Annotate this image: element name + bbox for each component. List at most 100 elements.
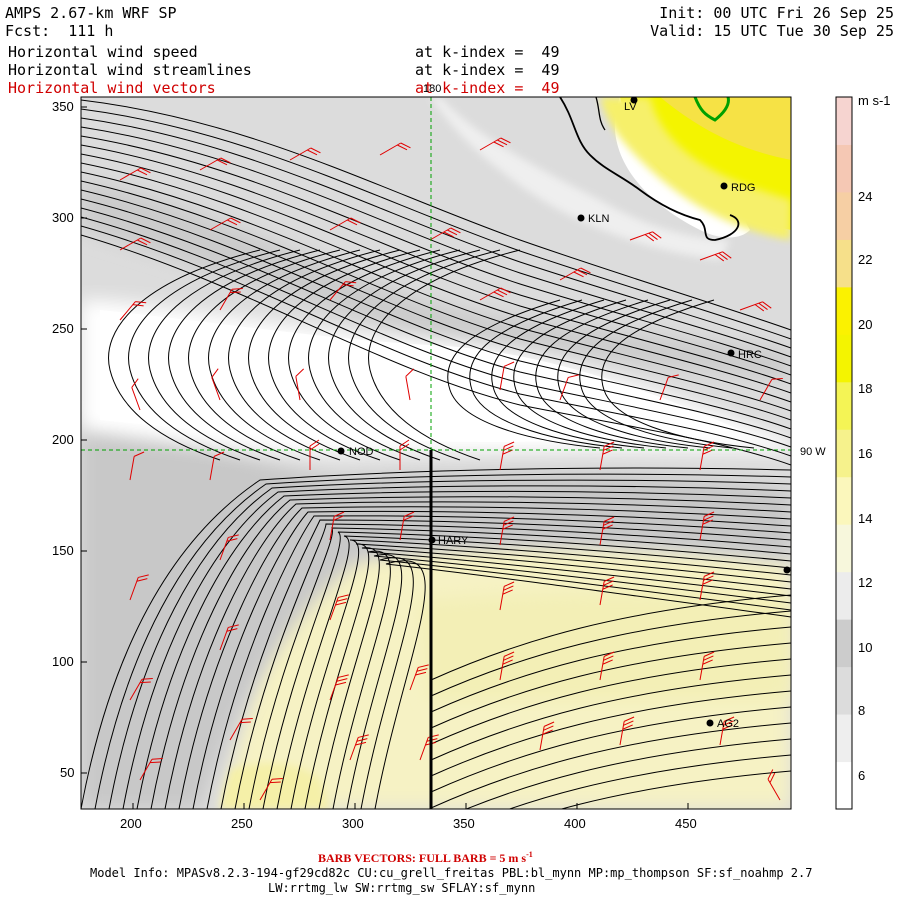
station-ag2: AG2 <box>706 718 739 730</box>
streamline <box>234 523 791 809</box>
streamline <box>248 527 791 809</box>
wind-barb <box>329 281 357 301</box>
wind-barb <box>309 439 320 470</box>
wind-barb <box>219 624 239 651</box>
streamline <box>491 299 645 449</box>
streamline <box>288 249 441 461</box>
streamline <box>81 189 791 421</box>
streamline <box>332 550 791 809</box>
wind-barb <box>659 374 679 401</box>
wind-barb <box>559 267 591 281</box>
streamline <box>206 515 791 809</box>
coastline <box>559 97 740 241</box>
wind-barb <box>479 287 511 301</box>
streamline <box>557 299 711 449</box>
streamline <box>178 506 791 809</box>
streamline <box>308 249 461 461</box>
colorbar-swatch <box>836 381 852 430</box>
streamline <box>81 171 791 403</box>
y-tick-50: 50 <box>60 765 75 780</box>
wind-barb <box>699 651 715 681</box>
station-hary: HARY <box>428 535 469 547</box>
colorbar-swatch <box>836 191 852 240</box>
wind-barb <box>499 581 515 611</box>
colorbar-swatch <box>836 476 852 525</box>
station-lv: LV <box>624 96 638 113</box>
streamline <box>447 299 601 449</box>
forecast-hour: Fcst: 111 h <box>5 22 114 40</box>
streamline <box>81 162 791 394</box>
stations: LV RDG KLN HRC NOD HARY AG2 <box>337 96 791 730</box>
colorbar-swatch <box>836 97 852 145</box>
field-level-vectors: at k-index = 49 <box>415 79 560 97</box>
streamline <box>122 485 791 809</box>
wind-barb <box>419 734 439 761</box>
x-tick-250: 250 <box>231 816 253 831</box>
streamline <box>81 144 791 376</box>
colorbar <box>836 97 852 810</box>
wind-barb <box>349 734 369 761</box>
wind-streamlines <box>81 99 791 809</box>
wind-barb <box>129 451 145 481</box>
streamline <box>430 674 791 761</box>
wind-barb <box>329 594 349 621</box>
x-tick-200: 200 <box>120 816 142 831</box>
wind-barb <box>329 674 349 701</box>
wind-barb <box>219 534 239 561</box>
streamline <box>94 473 791 809</box>
streamline <box>81 153 791 385</box>
model-info-line1: Model Info: MPASv8.2.3-194-gf29cd82c CU:… <box>90 866 813 880</box>
colorbar-units: m s-1 <box>858 93 891 108</box>
streamline <box>430 722 791 809</box>
streamline <box>81 225 791 457</box>
wind-barb <box>559 374 579 401</box>
streamline <box>535 299 689 449</box>
colorbar-swatch <box>836 286 852 335</box>
streamline <box>374 560 791 809</box>
colorbar-label-12: 12 <box>858 575 873 590</box>
wind-barb <box>499 361 515 391</box>
y-tick-100: 100 <box>52 654 74 669</box>
colorbar-swatch <box>836 714 852 763</box>
parallel-label: 90 W <box>800 446 826 458</box>
wind-barb <box>599 651 615 681</box>
y-tick-300: 300 <box>52 210 74 225</box>
streamline <box>430 658 791 745</box>
streamline <box>601 299 755 449</box>
streamline <box>360 557 791 809</box>
wind-barb <box>405 368 414 401</box>
wind-barb <box>499 651 515 681</box>
x-tick-350: 350 <box>453 816 475 831</box>
colorbar-frame <box>835 96 853 810</box>
streamline <box>469 299 623 449</box>
wind-barb <box>699 251 732 262</box>
wind-barbs <box>119 137 783 801</box>
wind-barb <box>599 441 615 471</box>
streamline <box>430 642 791 729</box>
colorbar-label-18: 18 <box>858 381 873 396</box>
y-tick-150: 150 <box>52 543 74 558</box>
x-tick-400: 400 <box>564 816 586 831</box>
streamline <box>368 249 521 461</box>
svg-text:HRC: HRC <box>738 349 762 361</box>
wind-barb <box>767 769 781 801</box>
station-edge <box>783 566 791 574</box>
streamline <box>228 249 381 461</box>
colorbar-swatch <box>836 334 852 383</box>
colorbar-label-6: 6 <box>858 768 866 783</box>
wind-barb <box>599 576 615 606</box>
streamline <box>507 754 791 809</box>
streamline <box>81 108 791 340</box>
station-kln: KLN <box>577 213 609 225</box>
wind-barb <box>219 288 243 311</box>
streamline <box>276 535 791 809</box>
colorbar-swatch <box>836 761 852 810</box>
field-name-speed: Horizontal wind speed <box>8 43 198 61</box>
wind-barb <box>139 758 163 781</box>
streamline <box>148 249 301 461</box>
colorbar-label-14: 14 <box>858 511 873 526</box>
init-time: Init: 00 UTC Fri 26 Sep 25 <box>659 4 894 22</box>
colorbar-swatch <box>836 571 852 620</box>
wind-barb <box>119 301 147 321</box>
